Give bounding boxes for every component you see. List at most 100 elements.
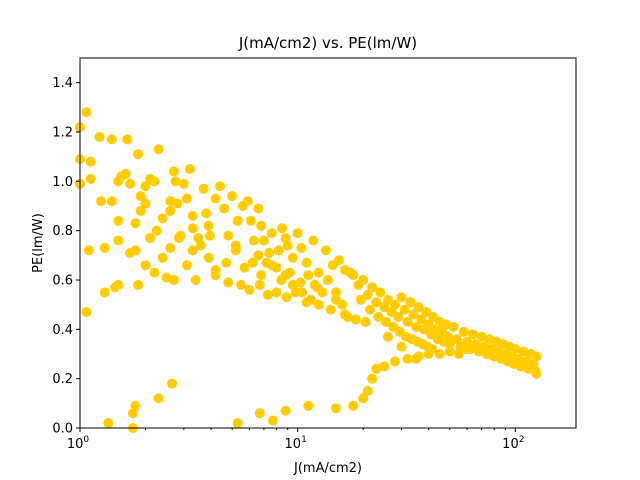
data-point (203, 252, 214, 263)
data-point (242, 196, 253, 207)
data-point (135, 191, 146, 202)
data-point (184, 164, 195, 174)
data-point (271, 287, 282, 298)
data-point (256, 270, 267, 281)
data-point (178, 178, 189, 189)
data-point (379, 302, 390, 313)
y-tick-label: 1.0 (52, 175, 73, 190)
data-point (157, 213, 168, 224)
data-point (396, 341, 407, 352)
x-tick-label: 100 (67, 435, 90, 452)
data-point (287, 279, 298, 290)
y-tick-label: 1.4 (52, 76, 73, 91)
data-point (440, 319, 451, 330)
x-tick-base: 10 (67, 437, 84, 452)
data-point (405, 297, 416, 308)
data-point (253, 203, 264, 214)
data-point (151, 225, 162, 236)
data-point (113, 215, 124, 226)
data-point (99, 242, 110, 253)
data-point (170, 176, 181, 187)
data-point (187, 245, 198, 256)
data-point (273, 245, 284, 256)
data-point (133, 149, 144, 160)
data-point (476, 331, 487, 342)
data-point (219, 203, 230, 214)
data-point (232, 418, 243, 429)
data-point (140, 181, 151, 192)
data-point (258, 235, 269, 246)
data-point (113, 279, 124, 290)
data-point (348, 400, 359, 411)
x-axis-ticks: 100 101 102 (67, 428, 525, 452)
data-point (280, 405, 291, 416)
data-point (402, 353, 413, 364)
data-point (371, 363, 382, 374)
data-point (313, 299, 324, 310)
data-point (94, 131, 105, 142)
data-point (181, 260, 192, 271)
data-point (227, 191, 238, 202)
data-point (267, 415, 278, 426)
data-point (434, 349, 445, 359)
data-point (301, 257, 312, 268)
data-point (187, 210, 198, 221)
data-point (210, 270, 221, 281)
data-point (458, 326, 469, 337)
data-point (262, 289, 273, 300)
data-point (427, 344, 438, 355)
data-point (168, 166, 179, 177)
data-point (416, 314, 427, 325)
data-point (444, 339, 455, 350)
data-point (281, 292, 292, 303)
data-point (271, 262, 282, 273)
data-point (266, 228, 277, 239)
data-point (413, 351, 424, 362)
data-point (223, 230, 234, 241)
x-tick-base: 10 (285, 437, 302, 452)
data-point (303, 400, 314, 411)
y-tick-label: 1.2 (52, 126, 73, 141)
x-tick-exponent: 2 (519, 435, 525, 445)
data-point (239, 262, 250, 273)
data-point (309, 279, 320, 290)
data-point (330, 403, 341, 414)
data-point (99, 287, 110, 298)
data-point (408, 309, 419, 320)
data-point (292, 228, 303, 239)
data-point (282, 240, 293, 251)
chart-title: J(mA/cm2) vs. PE(lm/W) (238, 34, 417, 52)
y-tick-label: 0.2 (52, 372, 73, 387)
data-point (133, 279, 144, 290)
data-point (203, 220, 214, 231)
data-point (248, 235, 259, 246)
data-point (204, 230, 215, 241)
x-axis-label: J(mA/cm2) (293, 461, 362, 476)
data-point (168, 275, 179, 285)
data-point (187, 223, 198, 234)
data-point (149, 176, 160, 187)
data-point (308, 235, 319, 246)
data-point (389, 299, 400, 310)
data-point (365, 304, 376, 315)
y-tick-label: 0.4 (52, 323, 73, 338)
data-point (85, 156, 96, 167)
data-point (81, 307, 92, 318)
y-tick-label: 0.8 (52, 224, 73, 239)
x-tick-base: 10 (502, 437, 519, 452)
data-point (140, 260, 151, 271)
data-point (518, 346, 529, 357)
data-point (256, 220, 267, 231)
x-tick-label: 101 (285, 435, 307, 452)
data-point (280, 270, 291, 281)
data-point (135, 205, 146, 216)
data-point (379, 361, 390, 372)
data-point (221, 257, 232, 268)
data-point (215, 181, 226, 192)
data-point (247, 257, 258, 268)
data-point (244, 284, 255, 295)
data-point (122, 134, 133, 145)
data-point (375, 287, 386, 298)
data-point (358, 393, 369, 404)
